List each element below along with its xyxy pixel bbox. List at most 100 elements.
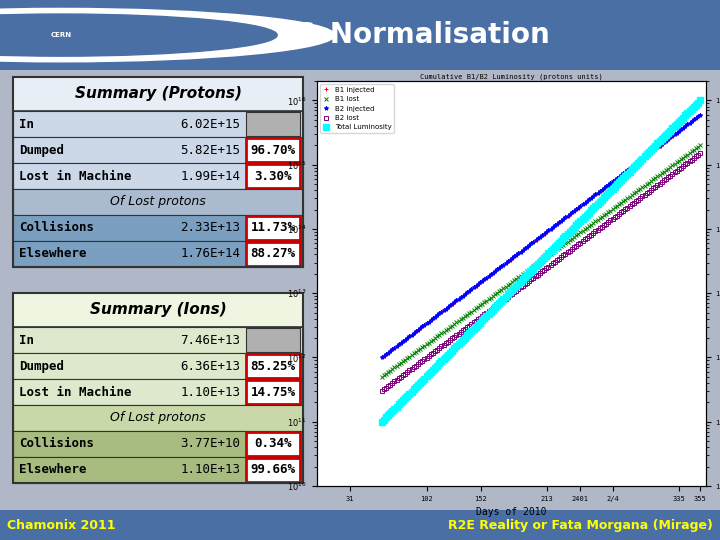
Text: 14.75%: 14.75% bbox=[251, 386, 296, 399]
B2 injected bbox=[598, 186, 606, 193]
Total Luminosity bbox=[598, 197, 606, 203]
Line: B2 injected: B2 injected bbox=[379, 112, 702, 360]
Title: Cumulative B1/B2 Luminosity (protons units): Cumulative B1/B2 Luminosity (protons uni… bbox=[420, 73, 603, 80]
Circle shape bbox=[0, 9, 335, 62]
B1 injected bbox=[557, 217, 565, 224]
B2 injected bbox=[557, 217, 565, 224]
B1 injected bbox=[696, 111, 705, 118]
Text: Lost in Machine: Lost in Machine bbox=[19, 170, 132, 183]
Text: Summary (Protons): Summary (Protons) bbox=[75, 86, 242, 102]
Text: 7.46E+13: 7.46E+13 bbox=[180, 334, 240, 347]
Circle shape bbox=[0, 14, 277, 56]
B2 lost bbox=[482, 309, 491, 316]
B1 injected bbox=[598, 186, 606, 193]
Total Luminosity bbox=[557, 237, 565, 244]
B2 lost bbox=[598, 224, 606, 230]
FancyBboxPatch shape bbox=[13, 241, 303, 267]
B2 injected bbox=[503, 258, 512, 265]
Total Luminosity bbox=[640, 153, 649, 160]
FancyBboxPatch shape bbox=[13, 163, 303, 189]
Text: 1.10E+13: 1.10E+13 bbox=[180, 386, 240, 399]
X-axis label: Days of 2010: Days of 2010 bbox=[476, 507, 546, 517]
Text: 1.10E+13: 1.10E+13 bbox=[180, 463, 240, 476]
B1 lost bbox=[696, 142, 705, 149]
Total Luminosity bbox=[544, 250, 553, 256]
B2 lost bbox=[696, 150, 705, 157]
B2 injected bbox=[482, 274, 491, 281]
Text: 6.02E+15: 6.02E+15 bbox=[180, 118, 240, 131]
Line: B1 injected: B1 injected bbox=[379, 112, 702, 360]
FancyBboxPatch shape bbox=[246, 138, 300, 162]
FancyBboxPatch shape bbox=[246, 458, 300, 482]
B1 injected bbox=[503, 258, 512, 265]
B2 lost bbox=[503, 294, 512, 300]
Text: CERN: CERN bbox=[50, 32, 72, 38]
Text: 99.66%: 99.66% bbox=[251, 463, 296, 476]
Text: 85.25%: 85.25% bbox=[251, 360, 296, 373]
B2 lost bbox=[557, 254, 565, 260]
B1 lost bbox=[482, 298, 491, 304]
Text: Lost in Machine: Lost in Machine bbox=[19, 386, 132, 399]
Text: 5.82E+15: 5.82E+15 bbox=[180, 144, 240, 157]
B2 lost bbox=[377, 388, 386, 394]
Line: Total Luminosity: Total Luminosity bbox=[378, 97, 703, 425]
Text: Dumped: Dumped bbox=[19, 144, 64, 157]
FancyBboxPatch shape bbox=[246, 328, 300, 352]
B1 lost bbox=[377, 374, 386, 380]
FancyBboxPatch shape bbox=[13, 327, 303, 353]
Text: 11.73%: 11.73% bbox=[251, 221, 296, 234]
Text: 6.36E+13: 6.36E+13 bbox=[180, 360, 240, 373]
Text: Elsewhere: Elsewhere bbox=[19, 247, 86, 260]
FancyBboxPatch shape bbox=[13, 293, 303, 327]
B2 lost bbox=[640, 192, 649, 198]
FancyBboxPatch shape bbox=[13, 189, 303, 215]
Text: Of Lost protons: Of Lost protons bbox=[110, 195, 206, 208]
FancyBboxPatch shape bbox=[246, 112, 300, 136]
Text: 88.27%: 88.27% bbox=[251, 247, 296, 260]
Text: Dumped: Dumped bbox=[19, 360, 64, 373]
Text: R2E Reality or Fata Morgana (Mirage): R2E Reality or Fata Morgana (Mirage) bbox=[448, 518, 713, 532]
FancyBboxPatch shape bbox=[13, 77, 303, 111]
FancyBboxPatch shape bbox=[246, 380, 300, 404]
Text: 1.76E+14: 1.76E+14 bbox=[180, 247, 240, 260]
FancyBboxPatch shape bbox=[246, 216, 300, 240]
FancyBboxPatch shape bbox=[246, 164, 300, 188]
Total Luminosity bbox=[503, 291, 512, 298]
FancyBboxPatch shape bbox=[13, 137, 303, 163]
Text: 3.77E+10: 3.77E+10 bbox=[180, 437, 240, 450]
Text: Chamonix 2011: Chamonix 2011 bbox=[7, 518, 116, 532]
FancyBboxPatch shape bbox=[13, 111, 303, 137]
FancyBboxPatch shape bbox=[13, 457, 303, 483]
B1 injected bbox=[640, 154, 649, 160]
B1 injected bbox=[544, 227, 553, 234]
Text: In: In bbox=[19, 118, 34, 131]
FancyBboxPatch shape bbox=[13, 353, 303, 379]
Text: Operation & Normalisation: Operation & Normalisation bbox=[130, 21, 549, 49]
Line: B1 lost: B1 lost bbox=[379, 143, 702, 379]
FancyBboxPatch shape bbox=[13, 431, 303, 457]
Text: 1.99E+14: 1.99E+14 bbox=[180, 170, 240, 183]
FancyBboxPatch shape bbox=[13, 405, 303, 431]
B1 lost bbox=[640, 183, 649, 189]
Text: Summary (Ions): Summary (Ions) bbox=[90, 302, 227, 318]
Text: 96.70%: 96.70% bbox=[251, 144, 296, 157]
Text: 3.30%: 3.30% bbox=[254, 170, 292, 183]
Line: B2 lost: B2 lost bbox=[379, 151, 702, 393]
Text: Collisions: Collisions bbox=[19, 221, 94, 234]
Text: 0.34%: 0.34% bbox=[254, 437, 292, 450]
Total Luminosity bbox=[377, 418, 386, 425]
B1 lost bbox=[598, 213, 606, 220]
B1 lost bbox=[544, 252, 553, 259]
Text: Elsewhere: Elsewhere bbox=[19, 463, 86, 476]
B2 injected bbox=[544, 227, 553, 234]
B1 lost bbox=[503, 282, 512, 288]
Text: Of Lost protons: Of Lost protons bbox=[110, 411, 206, 424]
B2 injected bbox=[696, 111, 705, 118]
Text: Collisions: Collisions bbox=[19, 437, 94, 450]
FancyBboxPatch shape bbox=[246, 242, 300, 266]
B1 injected bbox=[482, 274, 491, 281]
Total Luminosity bbox=[482, 313, 491, 319]
FancyBboxPatch shape bbox=[246, 354, 300, 378]
Text: 2.33E+13: 2.33E+13 bbox=[180, 221, 240, 234]
B1 lost bbox=[557, 243, 565, 249]
